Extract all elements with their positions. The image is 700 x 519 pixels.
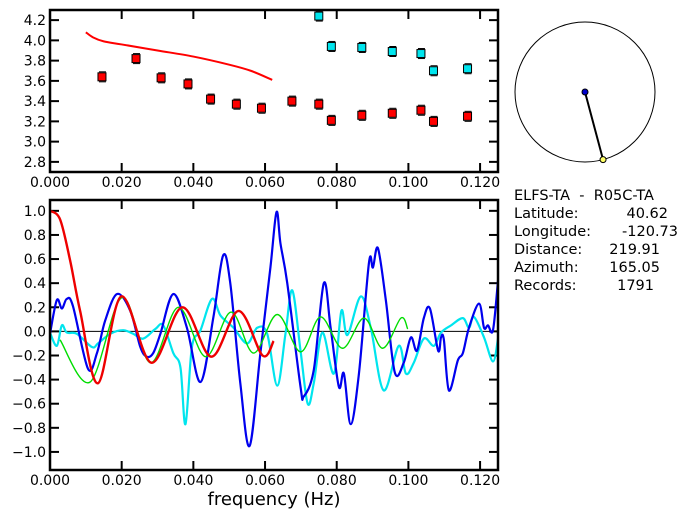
x-tick-label: 0.080	[317, 175, 357, 191]
y-tick-label: −0.4	[12, 373, 46, 389]
azimuth-plot	[514, 21, 656, 164]
blue-series-line	[48, 210, 500, 448]
y-tick-label: 2.8	[24, 155, 46, 171]
azimuth-label: Azimuth:	[514, 260, 579, 276]
y-tick-label: 0.8	[24, 228, 46, 244]
x-axis-label: frequency (Hz)	[207, 489, 340, 510]
records-value: 1791	[617, 278, 654, 294]
red-squares-marker	[231, 99, 241, 109]
y-tick-label: 0.2	[24, 300, 46, 316]
y-tick-label: 3.8	[24, 54, 46, 70]
x-tick-label: 0.000	[30, 473, 70, 489]
y-tick-label: 3.0	[24, 135, 46, 151]
cyan-squares-marker	[326, 41, 336, 51]
y-tick-label: 1.0	[24, 204, 46, 220]
x-tick-label: 0.100	[388, 175, 428, 191]
center-station-dot	[581, 88, 589, 96]
x-tick-label: 0.080	[317, 473, 357, 489]
y-tick-label: 0.4	[24, 276, 46, 292]
y-tick-label: −0.8	[12, 421, 46, 437]
y-tick-label: −0.6	[12, 397, 46, 413]
y-tick-label: −1.0	[12, 445, 46, 461]
red-squares-marker	[256, 103, 266, 113]
x-tick-label: 0.020	[102, 175, 142, 191]
y-tick-label: 0.0	[24, 324, 46, 340]
red-squares-marker	[463, 111, 473, 121]
red-squares-marker	[156, 73, 166, 83]
longitude-value: -120.73	[622, 224, 678, 240]
red-squares-marker	[131, 54, 141, 64]
red-squares-marker	[287, 96, 297, 106]
azimuth-circle	[514, 21, 656, 163]
cyan-series-line	[48, 289, 500, 426]
y-tick-label: 3.6	[24, 74, 46, 90]
x-tick-label: 0.060	[245, 473, 285, 489]
cyan-squares-marker	[463, 64, 473, 74]
azimuth-line	[584, 91, 605, 160]
cyan-squares-marker	[416, 49, 426, 59]
plot-bottom-spectrum: 0.000 0.020 0.040 0.060 0.080 0.100 0.120 −1.0 −…	[12, 198, 500, 510]
latitude-label: Latitude:	[514, 206, 579, 222]
records-label: Records:	[514, 278, 577, 294]
azimuth-value: 165.05	[609, 260, 660, 276]
station-pair: ELFS-TA - R05C-TA	[514, 188, 654, 204]
x-tick-label: 0.120	[460, 473, 500, 489]
cyan-squares-marker	[428, 66, 438, 76]
plot-top-dispersion: 0.000 0.020 0.040 0.060 0.080 0.100 0.120 2.8 3.…	[24, 8, 500, 191]
y-tick-label: 3.4	[24, 94, 46, 110]
red-squares-marker	[326, 115, 336, 125]
y-tick-label: 4.0	[24, 33, 46, 49]
y-tick-label: −0.2	[12, 348, 46, 364]
red-squares-marker	[314, 99, 324, 109]
plot-frame	[48, 8, 500, 174]
red-squares-marker	[183, 79, 193, 89]
y-tick-label: 3.2	[24, 114, 46, 130]
x-tick-label: 0.060	[245, 175, 285, 191]
red-squares-marker	[206, 94, 216, 104]
longitude-label: Longitude:	[514, 224, 591, 240]
x-tick-label: 0.000	[30, 175, 70, 191]
red-squares-marker	[416, 105, 426, 115]
red-curve-series-line	[85, 31, 273, 81]
remote-station-dot	[599, 156, 607, 164]
plot-frame	[48, 198, 500, 472]
station-info: ELFS-TA - R05C-TA Latitude: 40.62 Longit…	[514, 188, 678, 294]
cyan-squares-marker	[357, 42, 367, 52]
x-tick-label: 0.100	[388, 473, 428, 489]
red-squares-marker	[357, 110, 367, 120]
red-squares-marker	[387, 108, 397, 118]
latitude-value: 40.62	[626, 206, 668, 222]
x-tick-label: 0.120	[460, 175, 500, 191]
distance-value: 219.91	[609, 242, 660, 258]
cyan-squares-marker	[387, 47, 397, 57]
red-squares-marker	[97, 72, 107, 82]
x-tick-label: 0.020	[102, 473, 142, 489]
x-tick-label: 0.040	[173, 473, 213, 489]
y-tick-label: 0.6	[24, 252, 46, 268]
red-series-line	[49, 209, 275, 385]
y-tick-label: 4.2	[24, 13, 46, 29]
x-tick-label: 0.040	[173, 175, 213, 191]
distance-label: Distance:	[514, 242, 582, 258]
red-squares-marker	[428, 116, 438, 126]
cyan-squares-marker	[314, 11, 324, 21]
